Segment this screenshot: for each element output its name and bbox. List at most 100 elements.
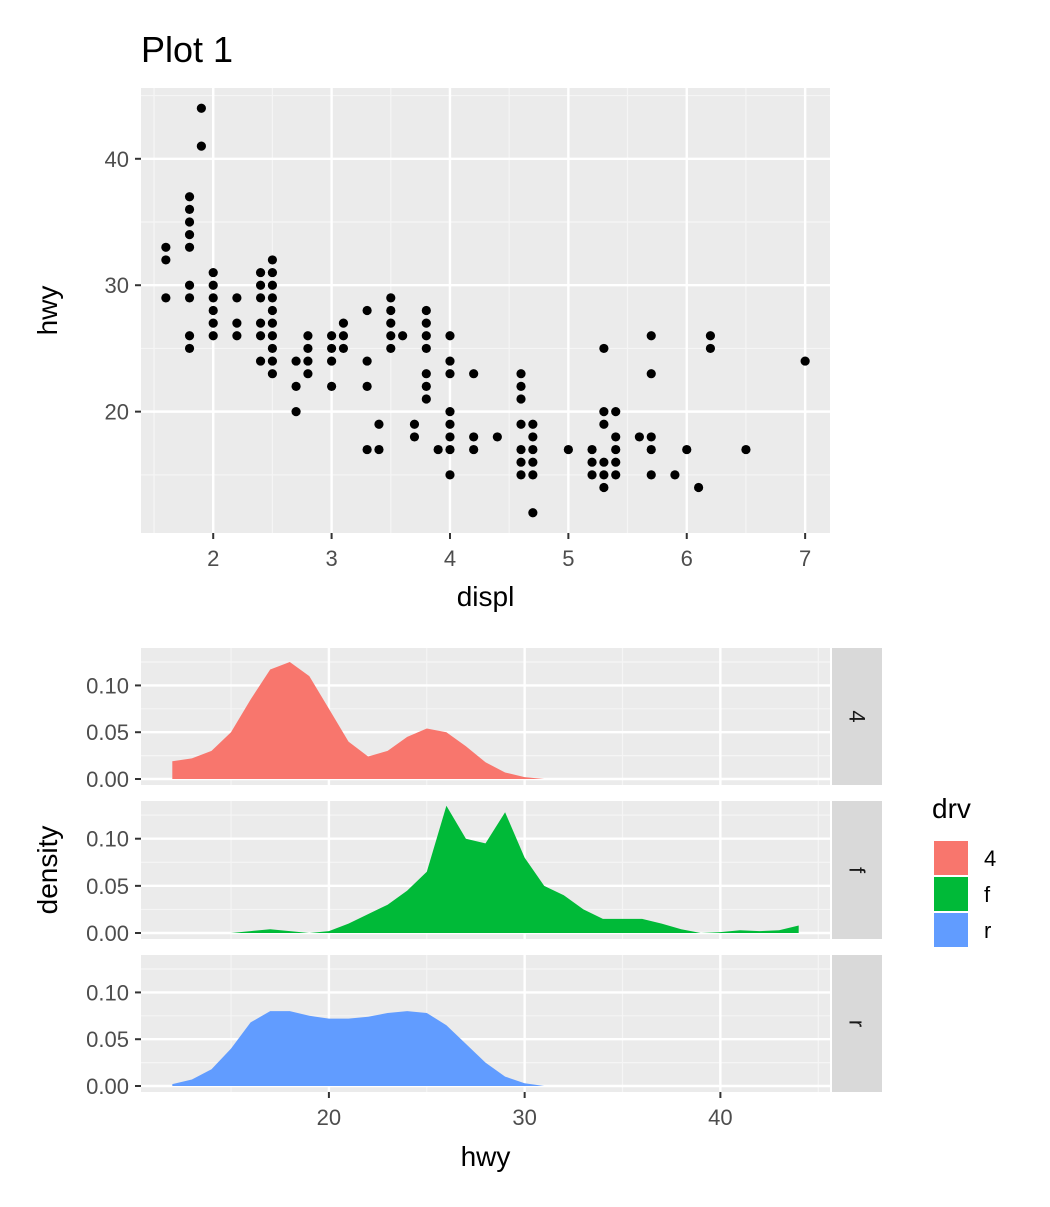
data-point — [208, 318, 218, 328]
data-point — [445, 444, 455, 455]
data-point — [184, 331, 195, 341]
data-point — [741, 444, 751, 455]
data-point — [362, 381, 372, 391]
x-tick-label: 30 — [512, 1105, 536, 1130]
data-point — [291, 407, 301, 417]
data-point — [255, 293, 266, 303]
chart-title: Plot 1 — [141, 29, 233, 70]
data-point — [326, 331, 337, 341]
legend: drv 4 fr — [932, 793, 996, 947]
data-point — [409, 419, 420, 429]
density-area-4 — [172, 662, 545, 779]
data-point — [516, 470, 526, 480]
data-point — [599, 419, 609, 429]
data-point — [516, 419, 526, 429]
data-point — [646, 369, 656, 379]
data-point — [469, 432, 479, 442]
facet-panel-f: 0.00 0.05 0.10 f — [86, 801, 882, 946]
data-point — [374, 419, 384, 429]
facet-strip — [832, 648, 882, 785]
data-point — [445, 369, 455, 379]
data-point — [421, 343, 431, 354]
legend-label: r — [984, 918, 991, 943]
data-point — [398, 331, 408, 341]
facet-strip-label: 4 — [845, 710, 870, 722]
data-point — [421, 394, 431, 404]
data-point — [433, 444, 443, 455]
panel-background — [141, 88, 830, 533]
data-point — [587, 470, 597, 480]
data-point — [599, 470, 609, 480]
data-point — [611, 432, 621, 442]
density-plot: 0.00 0.05 0.10 4 0.00 0.05 0.10 f 0.00 0.05 0.10 r 2… — [32, 648, 882, 1172]
data-point — [445, 331, 455, 341]
y-tick-label: 0.05 — [86, 874, 129, 899]
data-point — [255, 267, 266, 278]
legend-key-f — [934, 877, 968, 911]
data-point — [599, 482, 609, 493]
y-tick-label: 30 — [105, 273, 129, 298]
data-point — [599, 407, 609, 417]
data-point — [611, 444, 621, 455]
data-point — [682, 444, 692, 455]
data-point — [267, 267, 278, 278]
data-point — [208, 280, 218, 290]
data-point — [362, 444, 372, 455]
density-area-r — [172, 1011, 545, 1086]
data-point — [646, 444, 656, 455]
data-point — [161, 293, 171, 303]
data-point — [184, 242, 195, 252]
y-tick-label: 20 — [105, 400, 129, 425]
data-point — [492, 432, 502, 442]
data-point — [421, 381, 431, 391]
data-point — [326, 343, 337, 354]
data-point — [386, 331, 396, 341]
data-point — [528, 508, 538, 518]
data-point — [516, 369, 526, 379]
y-tick-label: 0.00 — [86, 767, 129, 792]
y-tick-label: 0.10 — [86, 673, 129, 698]
data-point — [386, 318, 396, 328]
facet-strip — [832, 955, 882, 1092]
y-axis-label: hwy — [32, 286, 63, 336]
data-point — [386, 305, 396, 316]
x-tick-label: 4 — [444, 546, 456, 571]
data-point — [326, 381, 337, 391]
data-point — [646, 432, 656, 442]
data-point — [362, 305, 372, 316]
data-point — [303, 331, 313, 341]
facet-strip-label: r — [845, 1020, 870, 1027]
data-point — [338, 318, 349, 328]
data-point — [184, 217, 195, 227]
density-area-f — [231, 805, 799, 933]
data-point — [267, 318, 278, 328]
y-tick-label: 40 — [105, 147, 129, 172]
data-point — [611, 470, 621, 480]
data-point — [267, 343, 278, 354]
data-point — [255, 280, 266, 290]
data-point — [587, 457, 597, 467]
data-point — [184, 280, 195, 290]
data-point — [634, 432, 645, 442]
data-point — [386, 343, 396, 354]
y-axis-label: density — [32, 826, 63, 915]
x-tick-label: 5 — [562, 546, 574, 571]
data-point — [208, 331, 218, 341]
data-point — [528, 432, 538, 442]
data-point — [528, 457, 538, 467]
data-point — [646, 331, 656, 341]
data-point — [469, 369, 479, 379]
x-tick-label: 40 — [708, 1105, 732, 1130]
x-tick-label: 2 — [207, 546, 219, 571]
data-point — [255, 356, 266, 366]
data-point — [705, 343, 716, 354]
data-point — [445, 407, 455, 417]
data-point — [303, 356, 313, 366]
x-tick-label: 3 — [325, 546, 337, 571]
legend-key-r — [934, 913, 968, 947]
facet-strip-label: f — [845, 867, 870, 874]
y-tick-label: 0.00 — [86, 921, 129, 946]
data-point — [362, 356, 372, 366]
y-tick-label: 0.10 — [86, 827, 129, 852]
